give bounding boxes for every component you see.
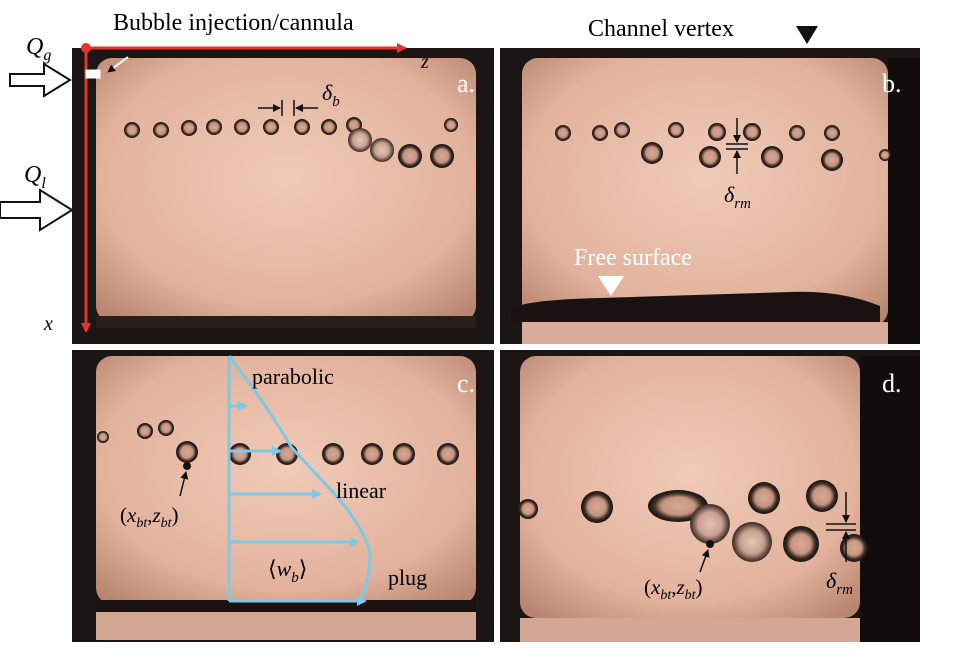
plug-label: plug [388, 565, 427, 590]
liquid-flow-arrow [0, 188, 74, 232]
panel-a [72, 48, 494, 344]
gas-flow-label: Qg [26, 34, 51, 64]
z-axis-label: z [420, 51, 429, 73]
delta-b-annotation: δb [258, 80, 340, 116]
free-surface-label: Free surface [574, 245, 692, 271]
origin-dot [81, 43, 91, 53]
bubble-position-label-d: (xbt,zbt) [644, 575, 703, 603]
mean-velocity-label: ⟨wb⟩ [268, 556, 307, 586]
panel-d [500, 350, 920, 642]
bubble-position-dot-c [183, 462, 191, 470]
free-surface-marker-icon [598, 276, 624, 296]
panel-b-bubbles [555, 122, 891, 171]
linear-label: linear [336, 478, 387, 503]
delta-rm-annotation-b: δrm [724, 118, 751, 212]
delta-rm-annotation-d: δrm [826, 492, 856, 598]
cannula-pointer [107, 56, 129, 73]
panel-b-label: b. [882, 69, 902, 98]
panel-a-channel [96, 58, 476, 322]
panel-c-channel [96, 356, 476, 604]
bubble-position-label-c: (xbt,zbt) [120, 503, 179, 531]
delta-rm-label-b: δrm [724, 182, 751, 212]
coordinate-axes [81, 43, 407, 333]
x-axis-label: x [43, 313, 53, 335]
panel-a-bubbles [124, 117, 458, 168]
panel-d-label: d. [882, 369, 902, 398]
delta-b-label: δb [322, 80, 340, 110]
panel-d-channel [520, 356, 860, 618]
panel-d-bubbles [518, 480, 868, 562]
cannula [85, 69, 101, 79]
liquid-flow-label: Ql [24, 162, 46, 192]
panel-c-label: c. [457, 369, 475, 398]
bubble-position-dot-d [706, 540, 714, 548]
panel-c [72, 350, 494, 642]
panel-a-label: a. [457, 69, 475, 98]
channel-vertex-marker-icon [796, 26, 818, 44]
panel-b [500, 48, 920, 344]
delta-rm-label-d: δrm [826, 568, 853, 598]
right-title: Channel vertex [588, 16, 734, 42]
parabolic-label: parabolic [252, 364, 334, 389]
gas-flow-arrow [9, 62, 72, 98]
panel-b-channel [522, 58, 888, 326]
left-title: Bubble injection/cannula [113, 10, 354, 36]
velocity-profile [227, 355, 372, 606]
free-surface-line [510, 291, 880, 322]
